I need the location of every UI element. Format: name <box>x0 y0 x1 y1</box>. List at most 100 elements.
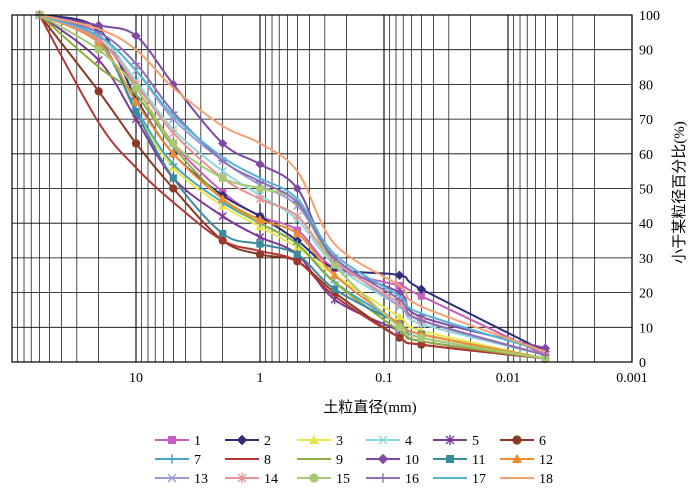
legend-item: 7 <box>155 453 201 468</box>
data-point-marker <box>131 139 141 148</box>
legend-item: 16 <box>366 472 419 487</box>
series-line <box>39 14 546 353</box>
legend-label: 7 <box>194 453 201 468</box>
y-tick-label: 60 <box>639 148 653 163</box>
data-point-marker <box>217 138 228 149</box>
x-tick-label: 0.1 <box>375 371 393 386</box>
x-tick-label: 0.01 <box>496 371 521 386</box>
series-line <box>38 14 546 360</box>
data-point-marker <box>169 174 177 182</box>
data-point-marker <box>167 454 177 464</box>
legend-label: 11 <box>472 453 485 468</box>
data-point-marker <box>219 230 227 238</box>
legend-label: 12 <box>539 453 553 468</box>
y-tick-label: 100 <box>639 9 660 24</box>
legend-item: 8 <box>225 453 271 468</box>
y-tick-label: 70 <box>639 113 653 128</box>
data-point-marker <box>512 435 522 445</box>
legend-label: 6 <box>539 434 546 449</box>
legend-label: 1 <box>194 434 201 449</box>
data-point-marker <box>417 333 426 342</box>
data-point-marker <box>93 20 104 31</box>
data-point-marker <box>217 194 228 203</box>
data-point-marker <box>255 194 265 204</box>
data-point-marker <box>330 260 339 269</box>
legend-label: 18 <box>539 472 553 487</box>
series-line <box>39 14 546 360</box>
data-point-marker <box>94 55 103 65</box>
data-point-marker <box>293 250 301 259</box>
data-point-marker <box>94 45 103 54</box>
legend-item: 10 <box>366 453 419 468</box>
legend-label: 10 <box>405 453 419 468</box>
data-point-marker <box>218 211 227 221</box>
data-point-marker <box>168 79 179 90</box>
series-17 <box>39 14 546 353</box>
data-point-marker <box>417 292 425 300</box>
data-point-marker <box>416 284 427 294</box>
data-point-marker <box>394 270 405 280</box>
legend-item: 3 <box>297 434 343 449</box>
legend-item: 18 <box>500 472 553 487</box>
data-point-marker <box>417 316 426 325</box>
data-point-marker <box>394 312 405 321</box>
series-line <box>39 14 546 357</box>
legend-item: 13 <box>155 472 208 487</box>
data-point-marker <box>94 87 103 96</box>
data-point-marker <box>395 323 404 332</box>
legend-item: 11 <box>433 453 485 468</box>
data-point-marker <box>237 472 247 484</box>
legend-label: 16 <box>405 472 419 487</box>
data-point-marker <box>309 473 319 483</box>
y-tick-label: 10 <box>639 321 653 336</box>
data-point-marker <box>378 435 388 445</box>
series-lines <box>34 10 551 364</box>
legend-label: 4 <box>405 434 412 449</box>
data-point-marker <box>169 184 178 193</box>
data-point-marker <box>169 139 178 148</box>
data-point-marker <box>541 350 550 360</box>
data-point-marker <box>378 473 388 483</box>
y-tick-label: 20 <box>639 287 653 302</box>
legend-item: 12 <box>500 453 553 468</box>
legend-label: 9 <box>336 453 343 468</box>
legend-item: 14 <box>225 472 278 487</box>
legend-item: 15 <box>297 472 350 487</box>
data-point-marker <box>169 159 178 169</box>
legend-item: 9 <box>297 453 343 468</box>
legend-label: 15 <box>336 472 350 487</box>
series-8 <box>38 14 546 360</box>
legend-label: 3 <box>336 434 343 449</box>
series-16 <box>35 10 550 360</box>
x-axis-title: 土粒直径(mm) <box>323 399 416 416</box>
data-point-marker <box>255 232 265 242</box>
legend-item: 17 <box>433 472 486 487</box>
data-point-marker <box>255 159 265 169</box>
data-point-marker <box>511 453 523 463</box>
y-tick-label: 0 <box>639 356 646 371</box>
data-point-marker <box>329 270 340 279</box>
data-point-marker <box>292 183 303 194</box>
data-point-marker <box>540 343 551 353</box>
data-point-marker <box>167 473 177 483</box>
x-tick-label: 1 <box>257 371 264 386</box>
legend-item: 4 <box>366 434 412 449</box>
data-point-marker <box>131 83 141 93</box>
y-tick-label: 30 <box>639 252 653 267</box>
series-18 <box>39 14 546 353</box>
data-point-marker <box>218 167 227 176</box>
y-tick-label: 40 <box>639 217 653 232</box>
plot-frame <box>11 14 633 363</box>
data-point-marker <box>132 108 140 116</box>
series-line <box>39 14 546 353</box>
data-point-marker <box>236 434 248 446</box>
y-tick-label: 50 <box>639 183 653 198</box>
data-point-marker <box>308 434 320 444</box>
x-tick-label: 0.001 <box>616 371 648 386</box>
data-point-marker <box>293 211 302 221</box>
legend-item: 5 <box>433 434 479 449</box>
data-point-marker <box>292 228 303 238</box>
